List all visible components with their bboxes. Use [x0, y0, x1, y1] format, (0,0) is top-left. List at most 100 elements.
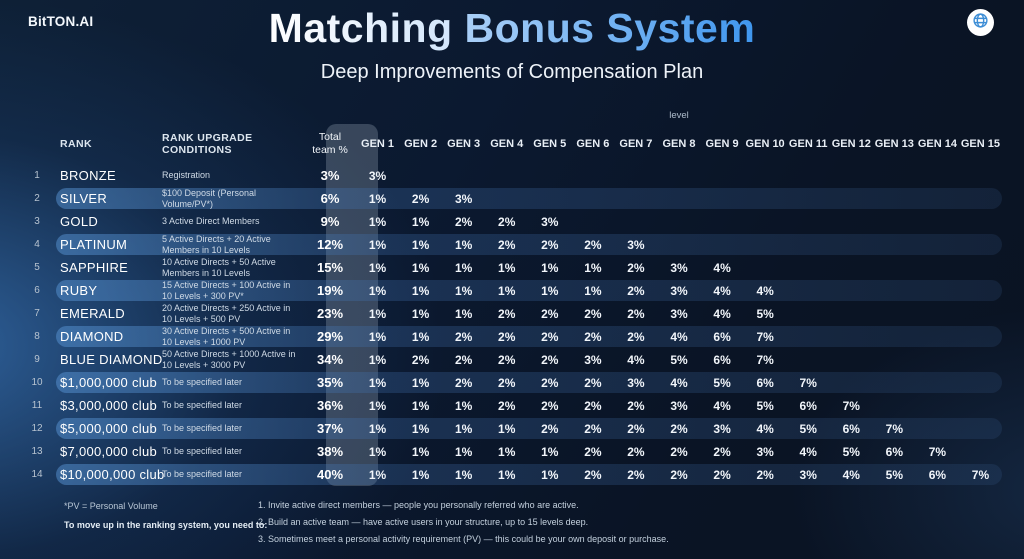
gen-7-value: 2% [627, 421, 645, 436]
column-header-gen-3: GEN 3 [447, 138, 481, 150]
rank-name: GOLD [60, 214, 99, 229]
table-row: 6 RUBY 15 Active Directs + 100 Active in 1… [22, 279, 1002, 302]
table-row: 9 BLUE DIAMOND 50 Active Directs + 1000 Ac… [22, 348, 1002, 371]
rank-condition: To be specified later [162, 400, 243, 411]
page-title-part2: Bonus System [464, 5, 756, 51]
gen-10-value: 7% [756, 329, 774, 344]
gen-3-value: 3% [454, 191, 473, 206]
gen-6-value: 3% [584, 352, 602, 367]
gen-10-value: 5% [756, 398, 774, 413]
gen-8-value: 4% [670, 375, 688, 390]
table-row: 13 $7,000,000 club To be specified later 38… [22, 440, 1002, 463]
column-header-gen-5: GEN 5 [533, 138, 567, 150]
gen-4-value: 1% [498, 260, 516, 275]
rank-name: $10,000,000 club [60, 467, 165, 482]
footnote-list-item-2: 2. Build an active team — have active us… [258, 517, 589, 527]
column-header-gen-14: GEN 14 [917, 138, 957, 150]
rank-name: SAPPHIRE [60, 260, 129, 275]
total-team-percent: 6% [320, 191, 340, 206]
gen-4-value: 1% [498, 444, 516, 459]
gen-2-value: 1% [411, 283, 430, 298]
gen-8-value: 3% [670, 306, 688, 321]
rank-name: PLATINUM [60, 237, 128, 252]
total-team-percent: 3% [320, 168, 340, 183]
gen-12-value: 5% [842, 444, 860, 459]
gen-3-value: 2% [454, 375, 473, 390]
column-header-conditions: RANK UPGRADE CONDITIONS [162, 132, 253, 156]
gen-3-value: 2% [454, 214, 473, 229]
column-header-gen-15: GEN 15 [960, 138, 1001, 150]
rank-condition: Registration [162, 170, 211, 181]
gen-1-value: 1% [368, 329, 387, 344]
gen-1-value: 1% [368, 421, 387, 436]
gen-11-value: 5% [799, 421, 817, 436]
gen-5-value: 2% [541, 398, 559, 413]
rank-condition: 15 Active Directs + 100 Active in 10 Lev… [162, 280, 291, 301]
rank-name: BRONZE [60, 168, 116, 183]
gen-2-value: 1% [411, 467, 430, 482]
gen-5-value: 2% [541, 375, 559, 390]
gen-15-value: 7% [971, 467, 990, 482]
gen-3-value: 1% [454, 306, 473, 321]
gen-7-value: 2% [627, 398, 645, 413]
gen-6-value: 2% [584, 375, 602, 390]
gen-6-value: 2% [584, 444, 602, 459]
gen-1-value: 1% [368, 214, 387, 229]
gen-5-value: 3% [541, 214, 559, 229]
footnote-pv: *PV = Personal Volume [64, 501, 158, 511]
gen-5-value: 2% [541, 237, 559, 252]
gen-1-value: 1% [368, 260, 387, 275]
rank-condition: 30 Active Directs + 500 Active in 10 Lev… [162, 326, 291, 347]
gen-7-value: 3% [627, 237, 645, 252]
gen-4-value: 2% [498, 329, 516, 344]
gen-10-value: 5% [756, 306, 774, 321]
gen-6-value: 1% [584, 260, 602, 275]
gen-10-value: 4% [756, 421, 774, 436]
rank-condition: To be specified later [162, 469, 243, 480]
gen-11-value: 4% [799, 444, 817, 459]
table-body: 1 BRONZE Registration 3% 3% 2 SILVER $100 Depos… [22, 164, 1002, 486]
rank-condition: 10 Active Directs + 50 Active Members in… [162, 257, 276, 278]
column-header-total-line2: team % [312, 144, 348, 156]
column-header-gen-4: GEN 4 [490, 138, 524, 150]
rank-number: 11 [31, 400, 43, 411]
gen-9-value: 4% [713, 260, 731, 275]
gen-4-value: 2% [498, 306, 516, 321]
column-header-gen-13: GEN 13 [874, 138, 914, 150]
gen-3-value: 1% [454, 398, 473, 413]
table-row: 1 BRONZE Registration 3% 3% [22, 164, 1002, 187]
gen-3-value: 2% [454, 352, 473, 367]
rank-number: 9 [34, 354, 40, 365]
table-row: 7 EMERALD 20 Active Directs + 250 Active i… [22, 302, 1002, 325]
table-row: 4 PLATINUM 5 Active Directs + 20 Active Me… [22, 233, 1002, 256]
gen-3-value: 2% [454, 329, 473, 344]
gen-3-value: 1% [454, 444, 473, 459]
gen-8-value: 2% [670, 467, 688, 482]
column-header-rank: RANK [60, 138, 92, 150]
rank-number: 1 [34, 170, 40, 181]
table-row: 8 DIAMOND 30 Active Directs + 500 Active i… [22, 325, 1002, 348]
column-header-total: Total team % [304, 131, 356, 156]
gen-4-value: 2% [498, 398, 516, 413]
gen-10-value: 3% [756, 444, 774, 459]
column-header-gen-2: GEN 2 [404, 138, 438, 150]
gen-5-value: 1% [541, 467, 559, 482]
gen-1-value: 1% [368, 467, 387, 482]
rank-number: 7 [34, 308, 40, 319]
column-header-gen-9: GEN 9 [705, 138, 739, 150]
gen-1-value: 1% [368, 237, 387, 252]
gen-1-value: 1% [368, 444, 387, 459]
bonus-table: RANK RANK UPGRADE CONDITIONS Total team %… [22, 124, 1002, 486]
gen-8-value: 3% [670, 398, 688, 413]
gen-8-value: 5% [670, 352, 688, 367]
gen-1-value: 1% [368, 191, 387, 206]
rank-number: 10 [31, 377, 43, 388]
column-header-gen-12: GEN 12 [831, 138, 871, 150]
gen-3-value: 1% [454, 283, 473, 298]
gen-11-value: 7% [799, 375, 817, 390]
gen-8-value: 2% [670, 421, 688, 436]
gen-9-value: 6% [713, 329, 731, 344]
gen-13-value: 6% [885, 444, 903, 459]
gen-4-value: 2% [498, 237, 516, 252]
gen-6-value: 2% [584, 237, 602, 252]
